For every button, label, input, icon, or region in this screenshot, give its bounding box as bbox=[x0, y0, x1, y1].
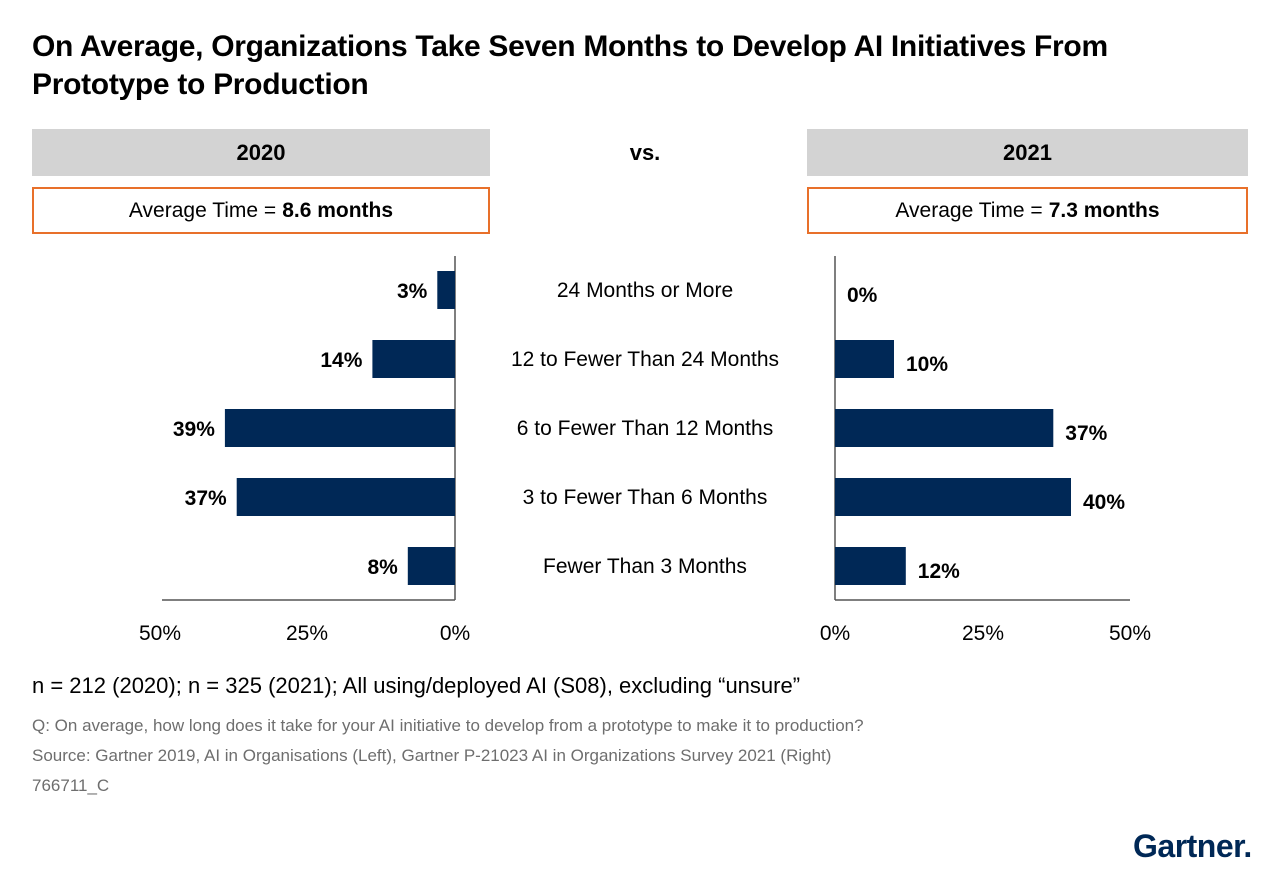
left-axis-tick-25: 25% bbox=[285, 622, 329, 645]
category-label-1: 12 to Fewer Than 24 Months bbox=[511, 348, 779, 371]
gartner-logo: Gartner. bbox=[1133, 828, 1252, 864]
data-label-2021-0: 0% bbox=[847, 284, 878, 307]
category-label-2: 6 to Fewer Than 12 Months bbox=[517, 417, 773, 440]
left-axis-tick-0: 0% bbox=[439, 622, 471, 645]
average-time-prefix: Average Time = bbox=[128, 198, 277, 222]
bar-2020-4 bbox=[407, 547, 455, 585]
year-header-2021: 2021 bbox=[807, 129, 1248, 176]
right-axis-tick-25: 25% bbox=[961, 622, 1005, 645]
data-label-2020-0: 3% bbox=[397, 280, 428, 303]
question-note: Q: On average, how long does it take for… bbox=[32, 716, 864, 735]
data-label-2020-1: 14% bbox=[320, 349, 362, 372]
category-label-4: Fewer Than 3 Months bbox=[543, 555, 747, 578]
category-label-0: 24 Months or More bbox=[557, 279, 733, 302]
figure-id: 766711_C bbox=[32, 776, 110, 795]
data-label-2021-2: 37% bbox=[1065, 422, 1107, 445]
average-time-value: 7.3 months bbox=[1048, 198, 1160, 222]
bar-2021-4 bbox=[835, 547, 906, 585]
vs-label: vs. bbox=[629, 139, 661, 165]
average-time-box-2020: Average Time = 8.6 months bbox=[32, 187, 490, 234]
average-time-prefix: Average Time = bbox=[895, 198, 1043, 222]
bar-2021-3 bbox=[835, 478, 1071, 516]
year-header-2020: 2020 bbox=[32, 129, 490, 176]
right-axis-tick-0: 0% bbox=[819, 622, 851, 645]
right-axis-tick-50: 50% bbox=[1108, 622, 1152, 645]
bar-2021-2 bbox=[835, 409, 1054, 447]
average-time-box-2021: Average Time = 7.3 months bbox=[807, 187, 1248, 234]
left-axis-tick-50: 50% bbox=[138, 622, 182, 645]
sample-note: n = 212 (2020); n = 325 (2021); All usin… bbox=[32, 673, 801, 698]
bar-2020-1 bbox=[372, 340, 455, 378]
data-label-2020-2: 39% bbox=[173, 418, 215, 441]
bar-2021-1 bbox=[835, 340, 894, 378]
category-label-3: 3 to Fewer Than 6 Months bbox=[523, 486, 768, 509]
data-label-2021-3: 40% bbox=[1083, 491, 1125, 514]
data-label-2021-1: 10% bbox=[906, 353, 948, 376]
chart-title: On Average, Organizations Take Seven Mon… bbox=[32, 30, 1108, 101]
data-label-2020-4: 8% bbox=[367, 556, 398, 579]
data-label-2021-4: 12% bbox=[918, 560, 960, 583]
bar-2020-0 bbox=[437, 271, 455, 309]
source-note: Source: Gartner 2019, AI in Organisation… bbox=[32, 746, 832, 765]
bar-2020-2 bbox=[224, 409, 455, 447]
bar-2020-3 bbox=[236, 478, 455, 516]
data-label-2020-3: 37% bbox=[185, 487, 227, 510]
average-time-value: 8.6 months bbox=[282, 198, 394, 222]
